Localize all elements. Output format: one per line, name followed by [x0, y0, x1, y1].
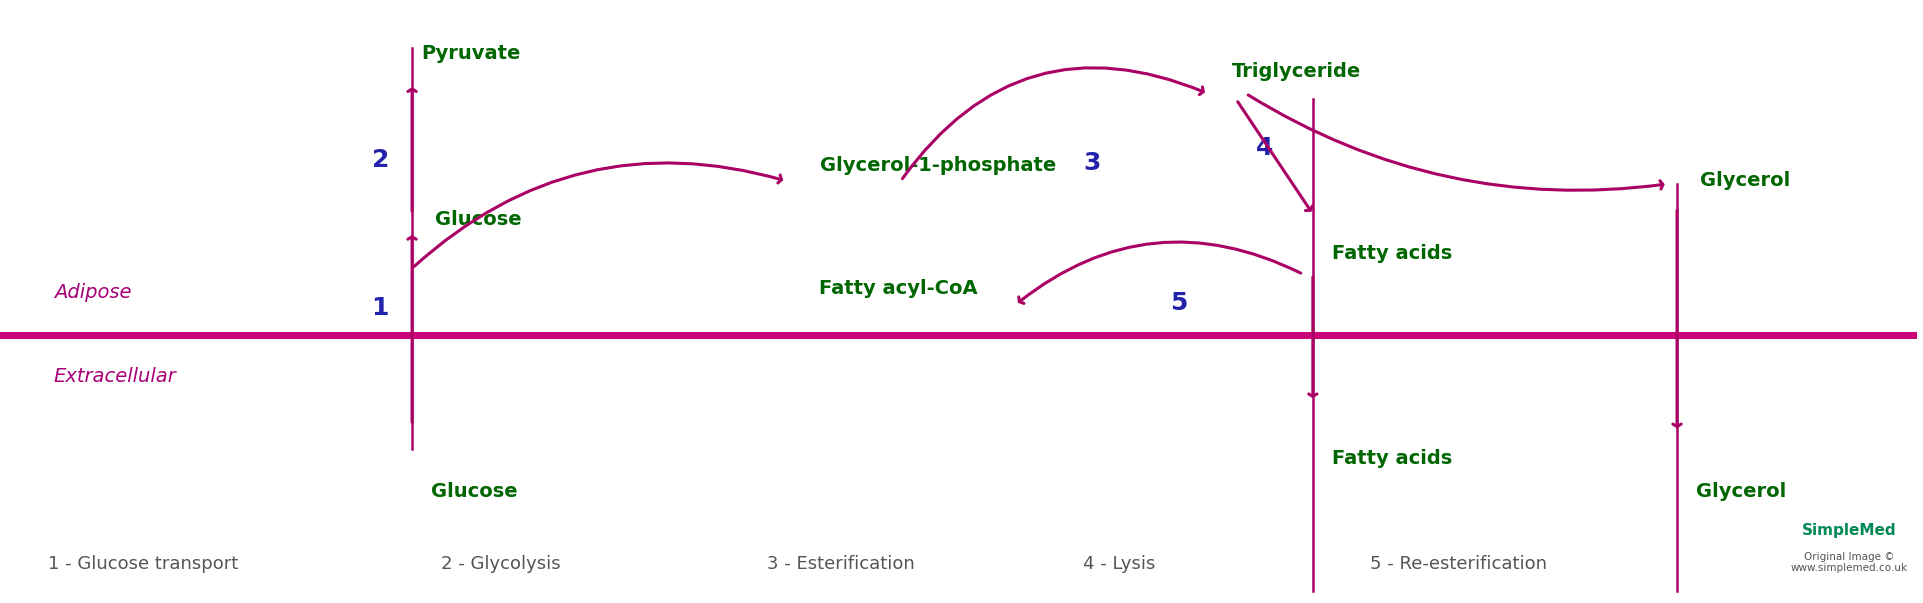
- Text: Glucose: Glucose: [431, 482, 517, 502]
- Text: 2: 2: [371, 148, 388, 172]
- Text: 4 - Lysis: 4 - Lysis: [1083, 555, 1156, 573]
- Text: Glycerol: Glycerol: [1700, 171, 1790, 191]
- Text: Fatty acyl-CoA: Fatty acyl-CoA: [819, 279, 977, 298]
- Text: Glycerol: Glycerol: [1696, 482, 1786, 502]
- Text: Glucose: Glucose: [435, 210, 521, 229]
- Text: Glycerol-1-phosphate: Glycerol-1-phosphate: [821, 156, 1056, 175]
- Text: 3: 3: [1085, 151, 1102, 175]
- Text: Fatty acids: Fatty acids: [1333, 244, 1452, 264]
- Text: Fatty acids: Fatty acids: [1333, 449, 1452, 469]
- Text: 5 - Re-esterification: 5 - Re-esterification: [1371, 555, 1548, 573]
- Text: SimpleMed: SimpleMed: [1802, 523, 1896, 538]
- Text: 1 - Glucose transport: 1 - Glucose transport: [48, 555, 238, 573]
- Text: Pyruvate: Pyruvate: [421, 44, 521, 63]
- Text: 4: 4: [1256, 136, 1273, 160]
- Text: Original Image ©
www.simplemed.co.uk: Original Image © www.simplemed.co.uk: [1790, 552, 1908, 573]
- Text: Extracellular: Extracellular: [54, 367, 177, 387]
- Text: 1: 1: [371, 295, 388, 320]
- Text: Triglyceride: Triglyceride: [1233, 62, 1361, 81]
- Text: 5: 5: [1169, 291, 1186, 315]
- Text: 3 - Esterification: 3 - Esterification: [767, 555, 915, 573]
- Text: Adipose: Adipose: [54, 283, 131, 302]
- Text: 2 - Glycolysis: 2 - Glycolysis: [440, 555, 560, 573]
